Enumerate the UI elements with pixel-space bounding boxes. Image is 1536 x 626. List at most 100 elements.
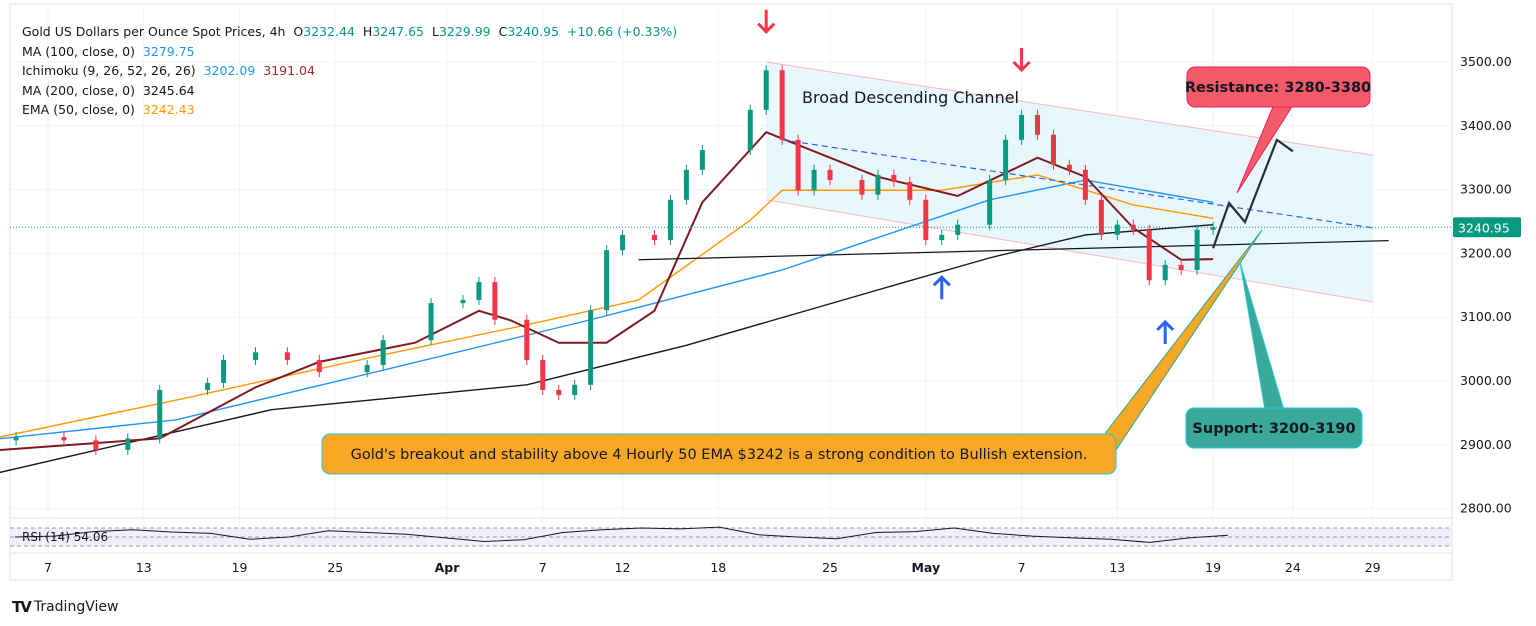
x-tick-label: 18: [710, 560, 726, 575]
candle-body: [157, 389, 163, 439]
symbol-title: Gold US Dollars per Ounce Spot Prices, 4…: [22, 24, 286, 39]
descending-channel-fill: [766, 62, 1373, 302]
candle-body: [572, 384, 578, 396]
indicator-label: EMA (50, close, 0): [22, 102, 135, 117]
plot-frame: [9, 3, 1453, 581]
close-value: 3240.95: [507, 24, 560, 39]
candle-body: [651, 234, 657, 241]
indicator-value: 3202.09: [203, 63, 256, 78]
x-tick-label: 29: [1365, 560, 1381, 575]
candle-body: [1003, 139, 1009, 181]
candle-body: [1019, 114, 1025, 140]
candle-body: [747, 109, 753, 151]
support-label: Support: 3200-3190: [1192, 421, 1355, 437]
candle-body: [476, 282, 482, 300]
candle-body: [1114, 224, 1120, 235]
y-tick-label: 3300.00: [1460, 182, 1512, 197]
x-tick-label: 13: [1109, 560, 1125, 575]
candle-body: [891, 174, 897, 182]
indicator-ma100[interactable]: MA (100, close, 0) 3279.75: [22, 42, 677, 62]
candle-body: [907, 181, 913, 200]
x-tick-label: 19: [1205, 560, 1221, 575]
indicator-ema50[interactable]: EMA (50, close, 0) 3242.43: [22, 100, 677, 120]
ma200-line: [0, 223, 1214, 474]
y-tick-label: 3100.00: [1460, 309, 1512, 324]
candle-body: [380, 340, 386, 366]
candle-body: [859, 180, 865, 195]
y-tick-label: 3000.00: [1460, 373, 1512, 388]
candle-body: [1130, 224, 1136, 230]
support-box: [1185, 407, 1363, 449]
candle-body: [540, 359, 546, 390]
high-value: 3247.65: [372, 24, 425, 39]
candle-body: [604, 250, 610, 311]
low-label: L: [431, 24, 439, 39]
up-arrow-icon: [1156, 319, 1175, 344]
indicator-ma200[interactable]: MA (200, close, 0) 3245.64: [22, 81, 677, 101]
candle-body: [252, 352, 258, 360]
candle-body: [13, 437, 19, 441]
candle-body: [1098, 199, 1104, 235]
rsi-line: [14, 526, 1229, 543]
symbol-ohlc: Gold US Dollars per Ounce Spot Prices, 4…: [22, 22, 677, 42]
candle-body: [1178, 264, 1184, 270]
indicator-label: MA (100, close, 0): [22, 43, 135, 59]
candle-body: [316, 359, 322, 373]
candle-body: [763, 70, 769, 110]
candle-body: [923, 199, 929, 241]
candle-body: [875, 174, 881, 195]
channel-lower-line: [766, 199, 1373, 303]
candle-body: [93, 440, 99, 450]
candle-body: [1082, 169, 1088, 200]
indicator-value: 3191.04: [263, 63, 315, 78]
x-tick-label: 7: [44, 560, 52, 575]
candle-body: [1066, 164, 1072, 170]
brand-name: TradingView: [33, 599, 119, 615]
candle-body: [61, 437, 67, 441]
candle-body: [221, 359, 227, 383]
candle-body: [779, 70, 785, 140]
close-label: C: [498, 24, 508, 39]
low-value: 3229.99: [438, 24, 491, 39]
x-tick-label: 25: [327, 560, 343, 575]
horizontal-support-line: [638, 240, 1389, 261]
resistance-label: Resistance: 3280-3380: [1185, 80, 1371, 96]
x-tick-label: 24: [1285, 560, 1301, 575]
open-label: O: [293, 24, 304, 39]
resistance-box: [1186, 66, 1371, 108]
candle-body: [795, 139, 801, 191]
candle-body: [683, 169, 689, 200]
candle-body: [1210, 227, 1216, 230]
indicator-value: 3245.64: [142, 82, 195, 98]
candle-body: [1146, 229, 1152, 281]
candle-body: [1035, 114, 1041, 135]
candle-body: [939, 234, 945, 241]
candle-body: [955, 224, 961, 235]
candle-body: [1194, 229, 1200, 270]
y-tick-label: 3500.00: [1460, 54, 1512, 69]
callout-text: Gold's breakout and stability above 4 Ho…: [351, 447, 1088, 463]
candle-body: [205, 382, 211, 390]
candle-body: [1050, 134, 1056, 165]
indicator-label: Ichimoku (9, 26, 52, 26, 26): [22, 63, 196, 78]
candle-body: [125, 438, 131, 450]
candle-body: [827, 169, 833, 181]
indicator-ichimoku[interactable]: Ichimoku (9, 26, 52, 26, 26) 3202.09 319…: [22, 61, 677, 81]
down-arrow-icon: [757, 9, 776, 34]
tradingview-logo[interactable]: TV TradingView: [12, 598, 118, 616]
candle-body: [524, 319, 530, 360]
y-tick-label: 2900.00: [1460, 437, 1512, 452]
candle-body: [460, 299, 466, 304]
callout-box: [321, 433, 1117, 475]
y-tick-label: 3400.00: [1460, 118, 1512, 133]
candle-body: [1162, 264, 1168, 281]
candle-body: [620, 234, 626, 251]
last-price-badge: [1453, 217, 1521, 238]
x-tick-label: Apr: [435, 560, 461, 575]
x-tick-label: 7: [1018, 560, 1026, 575]
change-value: +10.66 (+0.33%): [566, 24, 678, 39]
projection-path: [1212, 138, 1294, 249]
rsi-label: RSI (14) 54.06: [22, 530, 108, 544]
indicator-label: MA (200, close, 0): [22, 82, 135, 98]
